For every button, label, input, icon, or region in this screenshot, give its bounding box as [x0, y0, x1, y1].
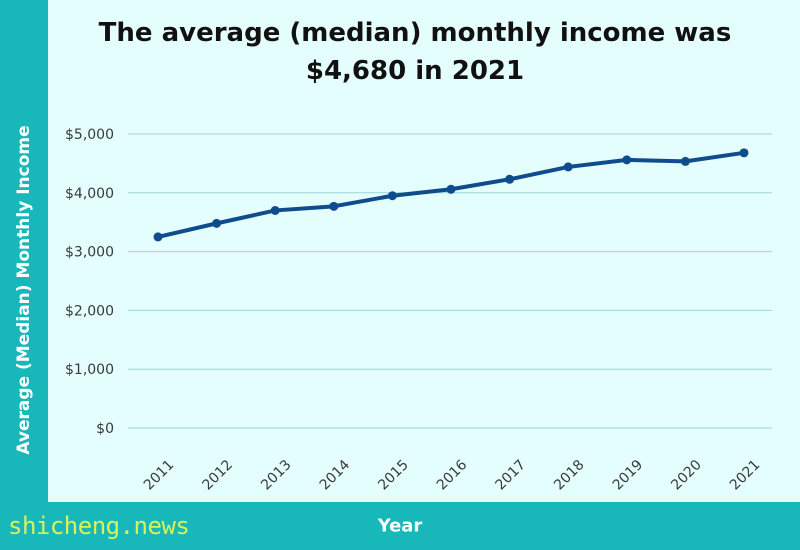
y-tick-label: $1,000 — [65, 362, 114, 378]
data-point — [622, 155, 632, 165]
watermark: shicheng.news — [8, 512, 190, 540]
data-point — [270, 205, 280, 215]
x-tick-label: 2017 — [493, 457, 530, 494]
x-axis-label-band: Year — [0, 502, 800, 550]
data-point — [329, 201, 339, 211]
x-tick-label: 2021 — [727, 457, 764, 494]
y-tick-label: $4,000 — [65, 186, 114, 202]
grid-lines — [128, 133, 772, 429]
data-point — [446, 184, 456, 194]
data-point — [680, 156, 690, 166]
data-point — [212, 218, 222, 228]
x-tick-label: 2014 — [317, 457, 354, 494]
x-tick-label: 2013 — [258, 457, 295, 494]
chart-title: The average (median) monthly income was … — [98, 18, 732, 86]
series-line — [156, 150, 746, 239]
x-tick-label: 2016 — [434, 457, 471, 494]
y-tick-label: $5,000 — [65, 127, 114, 143]
x-tick-label: 2019 — [610, 457, 647, 494]
x-axis-label: Year — [377, 515, 423, 537]
data-point — [563, 162, 573, 172]
series-group — [153, 148, 749, 242]
y-tick-label: $3,000 — [65, 245, 114, 261]
x-tick-label: 2018 — [551, 457, 588, 494]
data-point — [387, 191, 397, 201]
x-tick-labels: 2011 2012 2013 2014 2015 2016 2017 2018 2019 2020… — [141, 457, 764, 494]
data-point — [153, 232, 163, 242]
data-point — [739, 148, 749, 158]
x-tick-label: 2020 — [668, 457, 705, 494]
x-tick-label: 2011 — [141, 457, 178, 494]
data-point — [505, 174, 515, 184]
y-axis-label-band: Average (Median) Monthly Income — [0, 0, 48, 502]
x-tick-label: 2012 — [200, 457, 237, 494]
y-tick-labels: $0 $1,000 $2,000 $3,000 $4,000 $5,000 — [65, 127, 114, 437]
y-tick-label: $0 — [96, 421, 114, 437]
x-tick-label: 2015 — [375, 457, 412, 494]
y-tick-label: $2,000 — [65, 303, 114, 319]
